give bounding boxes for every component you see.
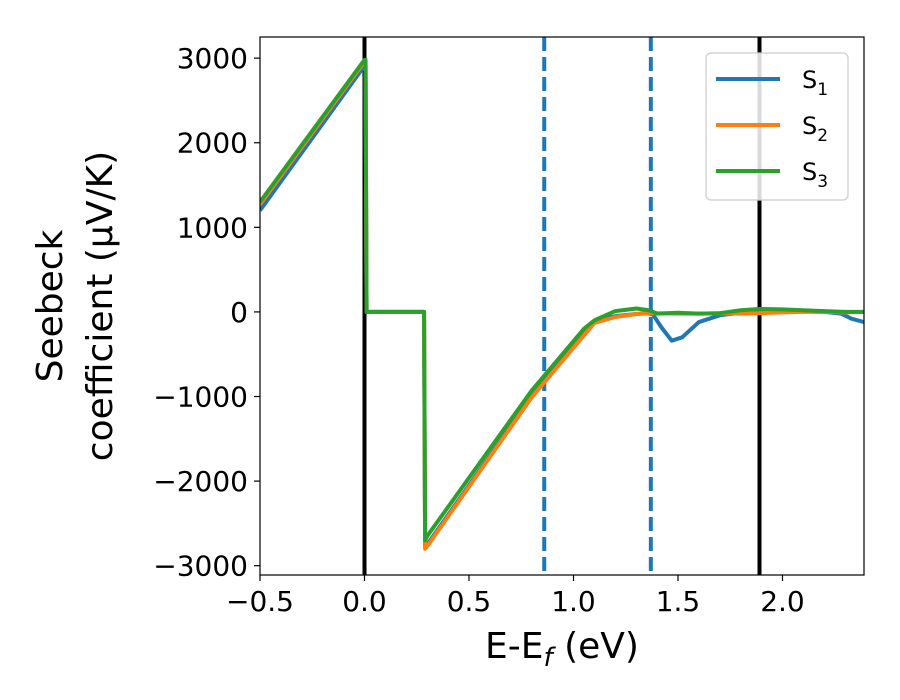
x-tick-label: −0.5 (226, 585, 294, 618)
y-axis-label-line2: coefficient (μV/K) (80, 151, 121, 461)
y-tick-label: −3000 (153, 550, 248, 583)
plot-frame (259, 36, 865, 576)
legend-label: S2 (802, 112, 828, 146)
x-tick-label: 0.5 (447, 585, 492, 618)
y-tick-label: 3000 (177, 42, 248, 75)
x-tick-label: 0.0 (342, 585, 387, 618)
series-line-S3 (260, 57, 864, 543)
y-tick-label: 0 (230, 296, 248, 329)
x-tick-label: 1.5 (656, 585, 701, 618)
y-tick-label: −1000 (153, 381, 248, 414)
y-tick-label: 2000 (177, 127, 248, 160)
x-axis-label: E-Ef (eV) (485, 626, 639, 673)
legend: S1 S2 S3 (705, 52, 849, 201)
legend-label: S3 (802, 158, 828, 192)
y-tick-label: 1000 (177, 211, 248, 244)
y-axis-label-line1: Seebeck (30, 229, 71, 382)
x-tick-label: 2.0 (760, 585, 805, 618)
y-tick-label: −2000 (153, 465, 248, 498)
legend-label: S1 (802, 66, 828, 100)
x-tick-label: 1.0 (551, 585, 596, 618)
